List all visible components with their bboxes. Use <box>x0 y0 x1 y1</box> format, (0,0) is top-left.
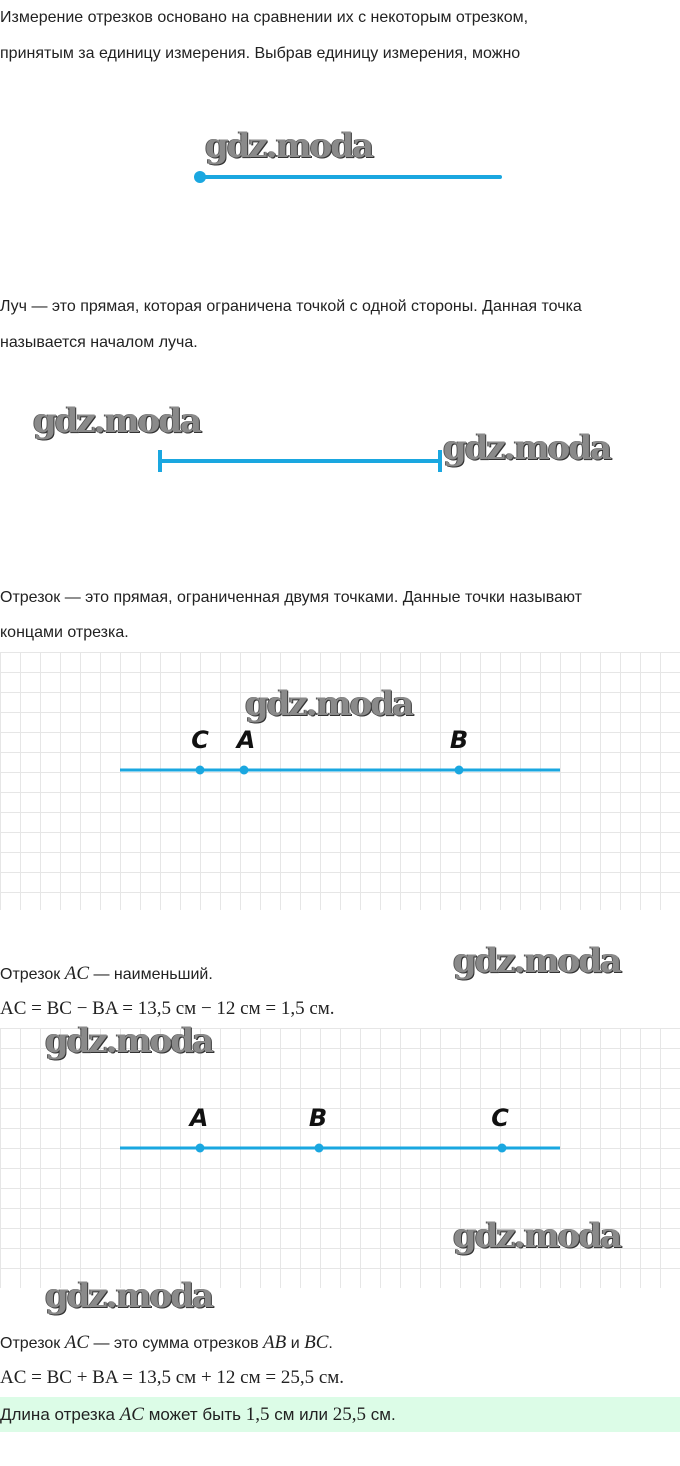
watermark-logo: gdz.moda <box>205 126 374 166</box>
math: AC <box>64 963 89 984</box>
answer-highlight <box>0 1397 680 1432</box>
watermark-logo: gdz.moda <box>33 401 202 441</box>
paragraph-text: Измерение отрезков основано на сравнении… <box>0 9 529 26</box>
watermark-logo: gdz.moda <box>45 1021 214 1061</box>
point-label: B <box>308 1104 328 1132</box>
case2-statement: Отрезок AC — это сумма отрезков AB и BC. <box>0 1333 333 1354</box>
paragraph-text: концами отрезка. <box>0 624 129 641</box>
point-label: C <box>191 726 209 754</box>
ray-figure <box>194 171 502 183</box>
answer-text: Длина отрезка AC может быть 1,5 см или 2… <box>0 1405 396 1425</box>
text: . <box>328 1335 333 1352</box>
point-c <box>195 765 205 775</box>
text: см. <box>366 1405 396 1424</box>
text: Длина отрезка <box>0 1405 120 1424</box>
case1-statement: Отрезок AC — наименьший. <box>0 964 213 985</box>
text: см или <box>269 1405 333 1424</box>
point-label: A <box>236 726 256 754</box>
watermark-logo: gdz.moda <box>45 1276 214 1316</box>
watermark-logo: gdz.moda <box>245 684 414 724</box>
text: — наименьший. <box>89 966 213 983</box>
point-c <box>497 1143 507 1153</box>
math: 1,5 <box>245 1404 270 1425</box>
point-label: A <box>189 1104 209 1132</box>
paragraph-text: Луч — это прямая, которая ограничена точ… <box>0 298 582 315</box>
paragraph-text: Отрезок — это прямая, ограниченная двумя… <box>0 589 582 606</box>
text: — это сумма отрезков <box>89 1335 264 1352</box>
point-b <box>454 765 464 775</box>
watermark-logo: gdz.moda <box>443 428 612 468</box>
point-label: C <box>491 1104 509 1132</box>
math: BC <box>304 1332 329 1353</box>
ray-origin-point <box>194 171 206 183</box>
math: 25,5 <box>332 1404 367 1425</box>
point-a <box>239 765 249 775</box>
point-b <box>314 1143 324 1153</box>
point-label: B <box>449 726 469 754</box>
paragraph-text: называется началом луча. <box>0 334 198 351</box>
watermark-logo: gdz.moda <box>453 941 622 981</box>
math: AB <box>263 1332 287 1353</box>
point-a <box>195 1143 205 1153</box>
case2-formula: AC = BC + BA = 13,5 см + 12 см = 25,5 см… <box>0 1367 345 1388</box>
text: может быть <box>143 1405 246 1424</box>
grid-figure-case2: A B C <box>0 1028 680 1288</box>
math: AC <box>64 1332 89 1353</box>
watermark-logo: gdz.moda <box>453 1216 622 1256</box>
grid-figure-case1: C A B gdz.moda <box>0 652 680 910</box>
text: Отрезок <box>0 1335 65 1352</box>
segment-figure <box>158 450 442 472</box>
paragraph-text: принятым за единицу измерения. Выбрав ед… <box>0 45 521 62</box>
text: и <box>286 1335 305 1352</box>
case1-formula: AC = BC − BA = 13,5 см − 12 см = 1,5 см. <box>0 998 335 1019</box>
math: AC <box>119 1404 144 1425</box>
text: Отрезок <box>0 966 65 983</box>
